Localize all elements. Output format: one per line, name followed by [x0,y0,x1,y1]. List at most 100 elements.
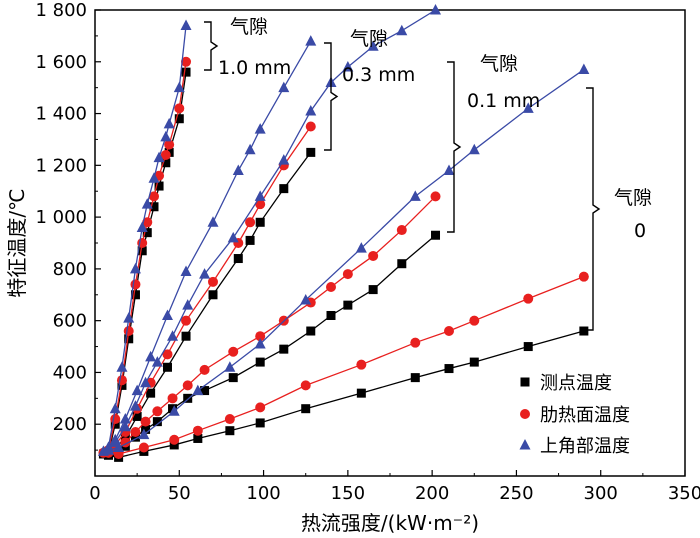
data-point [254,123,266,134]
data-point [162,349,173,360]
data-point [120,432,130,442]
series-layer [97,4,590,462]
gap-annotation-label: 气隙 [614,187,652,209]
data-point [409,190,421,201]
data-point [132,411,142,421]
x-tick-label: 0 [89,483,100,504]
series-line [103,69,585,453]
data-point [233,254,243,264]
gap-annotation-0.3mm: 气隙 0.3 mm [342,28,415,86]
data-point [444,326,454,337]
gap-brace [324,42,339,151]
gap-brace [447,61,462,233]
data-point [109,402,121,414]
data-point [130,426,141,437]
data-point [140,376,152,388]
data-point [162,362,172,372]
legend-marker [519,439,531,450]
data-point [200,386,210,396]
data-point [396,225,407,236]
data-point [397,259,407,269]
data-point [199,268,211,279]
data-point [130,432,140,442]
data-point [161,158,171,168]
data-point [138,428,150,440]
data-point [228,373,238,383]
data-point [137,246,147,256]
x-tick-label: 250 [499,483,533,504]
data-point [579,326,589,336]
data-point [254,190,266,201]
legend-label: 肋热面温度 [540,405,630,426]
data-point [396,24,408,36]
data-point [306,326,316,336]
data-point [342,60,354,72]
data-point [145,350,157,362]
data-point [192,425,203,436]
gap-annotation-0: 气隙 0 [614,187,652,242]
data-point [468,143,480,155]
data-point [181,331,191,341]
data-point [342,269,353,280]
x-tick-label: 200 [415,483,449,504]
data-point [141,198,153,209]
data-point [305,121,316,132]
gap-annotation-0.1mm: 气隙 0.1 mm [467,53,540,112]
data-point [117,380,127,390]
data-point [255,217,265,227]
data-point [102,441,114,453]
data-point [174,103,185,114]
legend-label: 上角部温度 [540,436,630,457]
gap-annotation-value: 1.0 mm [218,57,291,79]
data-point [578,271,589,282]
data-point [305,35,317,46]
data-point [142,228,152,238]
data-point [207,216,219,227]
data-point [142,217,153,228]
data-point [123,326,134,337]
data-point [167,393,178,404]
data-point [279,344,289,354]
data-point [578,63,590,75]
data-point [469,357,479,367]
legend-label: 测点温度 [540,373,612,394]
data-point [169,440,179,450]
y-tick-label: 1 600 [35,52,87,73]
data-point [443,164,455,176]
plot-area: 0 50 100 150 200 250 300 350 200 400 600 800 1 000 1 … [5,0,700,535]
data-point [367,40,379,51]
gap-annotation-value: 0 [634,220,646,242]
data-point [254,337,266,349]
data-point [227,231,239,243]
data-point [116,375,127,386]
data-point [245,217,256,228]
data-point [174,114,184,124]
data-point [255,357,265,367]
data-point [182,299,194,310]
data-point [305,104,317,116]
data-point [224,361,236,372]
data-point [161,309,173,320]
data-point [522,102,534,113]
y-tick-label: 1 800 [35,0,87,21]
data-point [110,419,120,429]
data-point [300,293,312,305]
y-tick-label: 1 200 [35,155,87,176]
data-point [523,293,534,304]
data-point [255,402,266,413]
data-point [151,356,163,367]
data-point [228,346,239,357]
data-point [140,416,151,427]
data-point [181,315,192,326]
data-point [255,331,266,342]
data-point [129,400,141,411]
data-point [109,433,121,445]
data-point [410,373,420,383]
gap-annotation-label: 气隙 [230,16,268,38]
y-axis-title: 特征温度/℃ [5,188,29,297]
data-point [124,334,134,344]
data-point [368,250,379,261]
legend-marker [520,409,530,419]
data-point [148,172,160,183]
